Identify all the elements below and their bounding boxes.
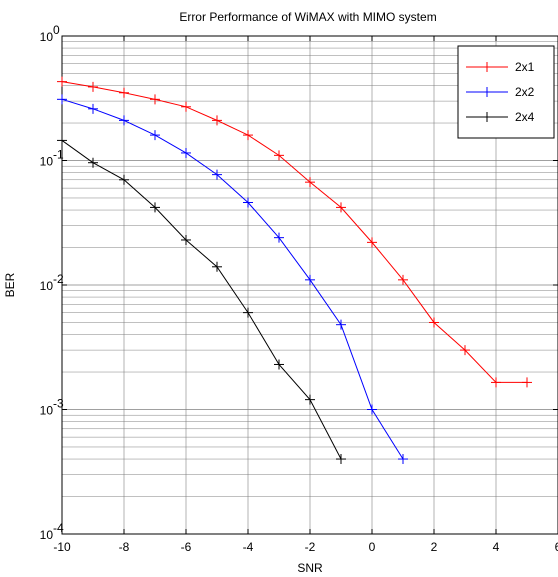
- x-tick-label: -4: [243, 540, 254, 554]
- y-tick-label: 10 -3: [40, 397, 64, 418]
- y-tick-label-base: 10: [40, 404, 54, 418]
- data-point-2x1: [212, 115, 222, 126]
- data-point-2x2: [150, 130, 160, 141]
- data-point-2x1: [243, 130, 253, 141]
- data-point-2x1: [460, 345, 470, 356]
- x-tick-label: 6: [555, 540, 558, 554]
- data-point-2x2: [57, 94, 67, 105]
- legend: 2x1 2x2 2x4: [457, 45, 555, 139]
- y-tick-label: 10 -1: [40, 148, 64, 169]
- data-point-2x2: [212, 169, 222, 180]
- data-point-2x4: [336, 454, 346, 465]
- data-point-2x4: [212, 261, 222, 272]
- x-tick-label: -6: [181, 540, 192, 554]
- y-tick-label-exponent: -3: [53, 397, 64, 411]
- legend-marker: [482, 62, 492, 72]
- data-point-2x2: [336, 319, 346, 330]
- data-point-2x2: [274, 232, 284, 243]
- x-tick-label: -10: [53, 540, 71, 554]
- data-point-2x1: [150, 94, 160, 105]
- x-tick-labels: -10 -8 -6 -4 -2 0 2 4 6: [53, 540, 558, 554]
- data-point-2x2: [367, 404, 377, 415]
- data-point-2x1: [119, 87, 129, 98]
- y-tick-label-exponent: -2: [53, 272, 64, 286]
- data-point-2x4: [243, 307, 253, 318]
- series-2x4: [57, 135, 346, 465]
- y-axis-title: BER: [3, 272, 17, 297]
- data-point-2x2: [119, 115, 129, 126]
- data-point-2x1: [274, 150, 284, 161]
- x-tick-label: 4: [493, 540, 500, 554]
- legend-item-2x4: 2x4: [466, 110, 535, 124]
- chart-title: Error Performance of WiMAX with MIMO sys…: [179, 10, 436, 24]
- legend-item-2x2: 2x2: [466, 85, 535, 99]
- data-point-2x2: [398, 454, 408, 465]
- legend-item-2x1: 2x1: [466, 60, 535, 74]
- y-tick-label-base: 10: [40, 279, 54, 293]
- data-point-2x4: [57, 135, 67, 146]
- data-point-2x1: [88, 81, 98, 92]
- y-tick-label-exponent: -1: [53, 148, 64, 162]
- data-point-2x1: [522, 377, 532, 388]
- y-tick-label: 10 -4: [40, 521, 64, 542]
- x-tick-label: 0: [369, 540, 376, 554]
- y-tick-label: 10 0: [40, 23, 60, 44]
- legend-marker: [482, 87, 492, 97]
- y-tick-label-base: 10: [40, 528, 54, 542]
- data-point-2x1: [181, 101, 191, 112]
- x-tick-label: -2: [305, 540, 316, 554]
- series-line-2x1: [61, 81, 527, 383]
- data-point-2x1: [429, 317, 439, 328]
- data-point-2x1: [367, 237, 377, 248]
- data-point-2x4: [150, 202, 160, 213]
- series-line-2x2: [61, 98, 404, 460]
- y-tick-label-base: 10: [40, 155, 54, 169]
- data-point-2x4: [305, 394, 315, 405]
- x-tick-label: -8: [119, 540, 130, 554]
- series-line-2x4: [61, 140, 342, 460]
- data-point-2x1: [57, 76, 67, 87]
- data-point-2x2: [181, 147, 191, 158]
- data-point-2x2: [243, 197, 253, 208]
- legend-label: 2x1: [515, 60, 535, 74]
- y-tick-label: 10 -2: [40, 272, 64, 293]
- y-tick-label-exponent: 0: [53, 23, 60, 37]
- x-tick-label: 2: [431, 540, 438, 554]
- x-axis-title: SNR: [297, 561, 323, 575]
- legend-marker: [482, 112, 492, 122]
- data-point-2x4: [181, 234, 191, 245]
- data-point-2x4: [88, 157, 98, 168]
- y-tick-label-exponent: -4: [53, 521, 64, 535]
- y-tick-label-base: 10: [40, 30, 54, 44]
- legend-label: 2x4: [515, 110, 535, 124]
- data-point-2x2: [88, 103, 98, 114]
- series-2x1: [57, 76, 532, 388]
- data-point-2x1: [398, 274, 408, 285]
- series-2x2: [57, 94, 408, 465]
- data-point-2x2: [305, 274, 315, 285]
- series-layer: [57, 76, 532, 465]
- data-point-2x1: [305, 177, 315, 188]
- axes: [61, 35, 558, 535]
- data-point-2x4: [119, 174, 129, 185]
- data-point-2x1: [491, 377, 501, 388]
- legend-label: 2x2: [515, 85, 535, 99]
- data-point-2x4: [274, 359, 284, 370]
- data-point-2x1: [336, 202, 346, 213]
